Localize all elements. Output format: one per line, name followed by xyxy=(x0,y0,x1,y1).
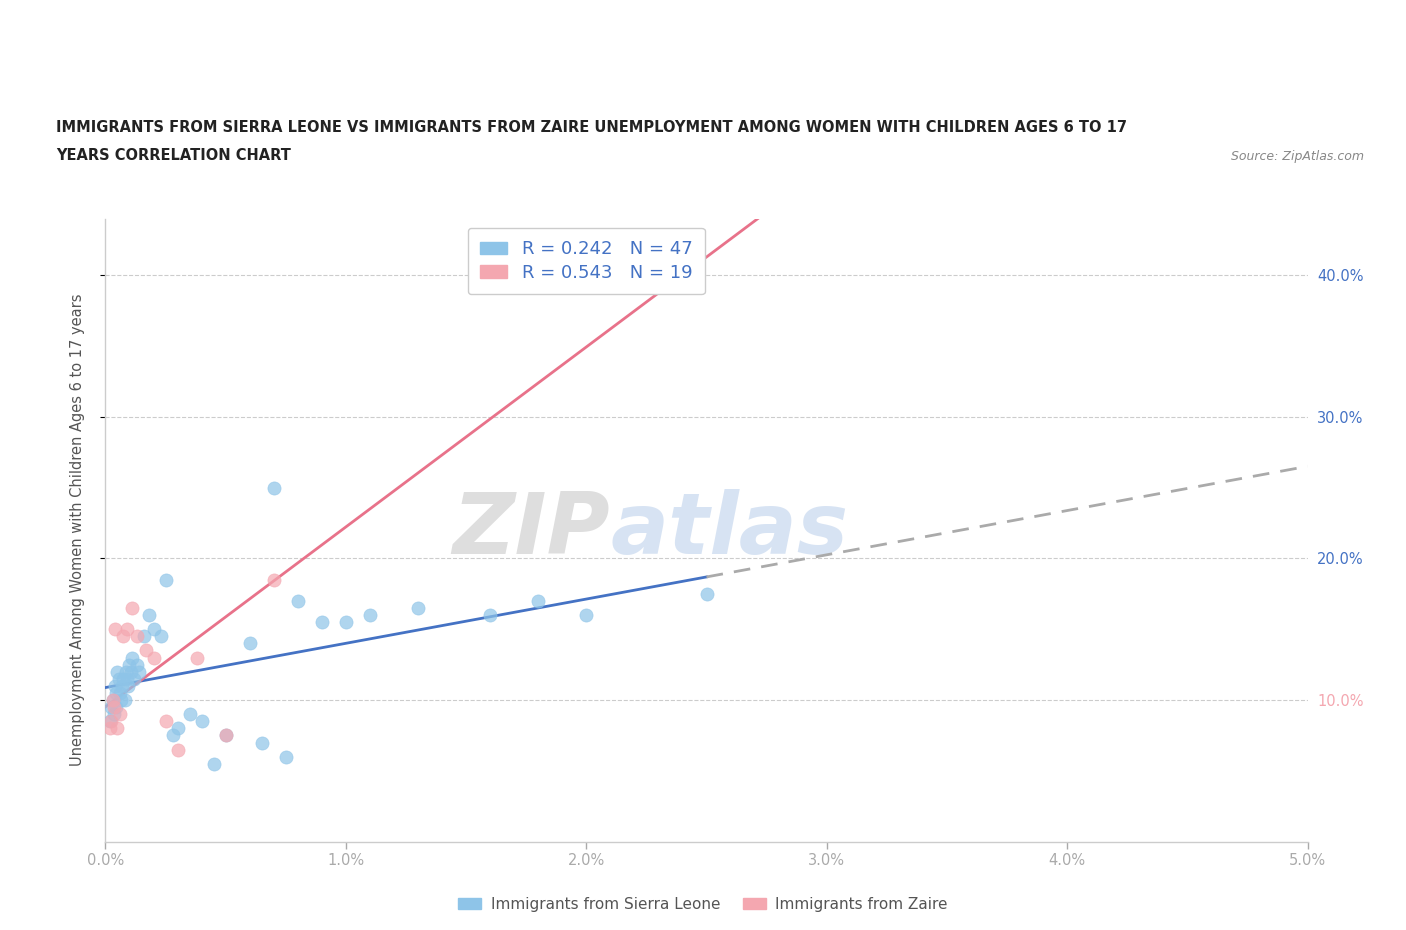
Point xyxy=(274,750,297,764)
Point xyxy=(155,572,177,587)
Point xyxy=(214,728,236,743)
Point xyxy=(120,664,142,679)
Point xyxy=(104,622,127,637)
Point xyxy=(623,268,645,283)
Point xyxy=(101,693,124,708)
Point xyxy=(335,615,357,630)
Point xyxy=(250,735,273,750)
Point xyxy=(132,629,155,644)
Text: atlas: atlas xyxy=(610,488,848,572)
Point xyxy=(239,636,262,651)
Point xyxy=(128,664,150,679)
Point xyxy=(103,707,125,722)
Point xyxy=(111,679,134,694)
Point xyxy=(263,572,285,587)
Point xyxy=(124,671,146,686)
Point xyxy=(104,679,127,694)
Point xyxy=(263,480,285,495)
Text: Source: ZipAtlas.com: Source: ZipAtlas.com xyxy=(1230,150,1364,163)
Point xyxy=(311,615,333,630)
Point xyxy=(155,714,177,729)
Text: IMMIGRANTS FROM SIERRA LEONE VS IMMIGRANTS FROM ZAIRE UNEMPLOYMENT AMONG WOMEN W: IMMIGRANTS FROM SIERRA LEONE VS IMMIGRAN… xyxy=(56,120,1128,135)
Point xyxy=(104,685,127,700)
Point xyxy=(287,593,309,608)
Point xyxy=(98,721,121,736)
Point xyxy=(108,707,131,722)
Point xyxy=(115,622,138,637)
Point xyxy=(115,664,138,679)
Point xyxy=(125,658,148,672)
Point xyxy=(107,664,129,679)
Point xyxy=(186,650,208,665)
Point xyxy=(142,622,165,637)
Point xyxy=(110,693,132,708)
Point xyxy=(575,607,598,622)
Point xyxy=(406,601,429,616)
Point xyxy=(115,671,138,686)
Point xyxy=(114,693,136,708)
Point xyxy=(527,593,550,608)
Point xyxy=(117,679,139,694)
Point xyxy=(112,629,135,644)
Point xyxy=(479,607,502,622)
Point xyxy=(149,629,172,644)
Point xyxy=(214,728,236,743)
Point xyxy=(202,756,225,771)
Point xyxy=(108,685,131,700)
Text: ZIP: ZIP xyxy=(453,488,610,572)
Point xyxy=(101,693,124,708)
Point xyxy=(190,714,212,729)
Point xyxy=(107,671,129,686)
Point xyxy=(112,671,135,686)
Point xyxy=(179,707,201,722)
Point xyxy=(107,721,129,736)
Point xyxy=(166,721,188,736)
Point xyxy=(696,587,718,602)
Point xyxy=(103,699,125,714)
Point xyxy=(100,699,122,714)
Point xyxy=(105,699,128,714)
Y-axis label: Unemployment Among Women with Children Ages 6 to 17 years: Unemployment Among Women with Children A… xyxy=(70,294,84,766)
Text: YEARS CORRELATION CHART: YEARS CORRELATION CHART xyxy=(56,148,291,163)
Point xyxy=(162,728,184,743)
Point xyxy=(125,629,148,644)
Point xyxy=(135,643,157,658)
Point xyxy=(359,607,381,622)
Point xyxy=(142,650,165,665)
Point xyxy=(98,714,121,729)
Point xyxy=(166,742,188,757)
Legend: R = 0.242   N = 47, R = 0.543   N = 19: R = 0.242 N = 47, R = 0.543 N = 19 xyxy=(468,228,704,294)
Point xyxy=(138,607,160,622)
Legend: Immigrants from Sierra Leone, Immigrants from Zaire: Immigrants from Sierra Leone, Immigrants… xyxy=(453,891,953,918)
Point xyxy=(100,714,122,729)
Point xyxy=(121,601,143,616)
Point xyxy=(121,650,143,665)
Point xyxy=(118,658,141,672)
